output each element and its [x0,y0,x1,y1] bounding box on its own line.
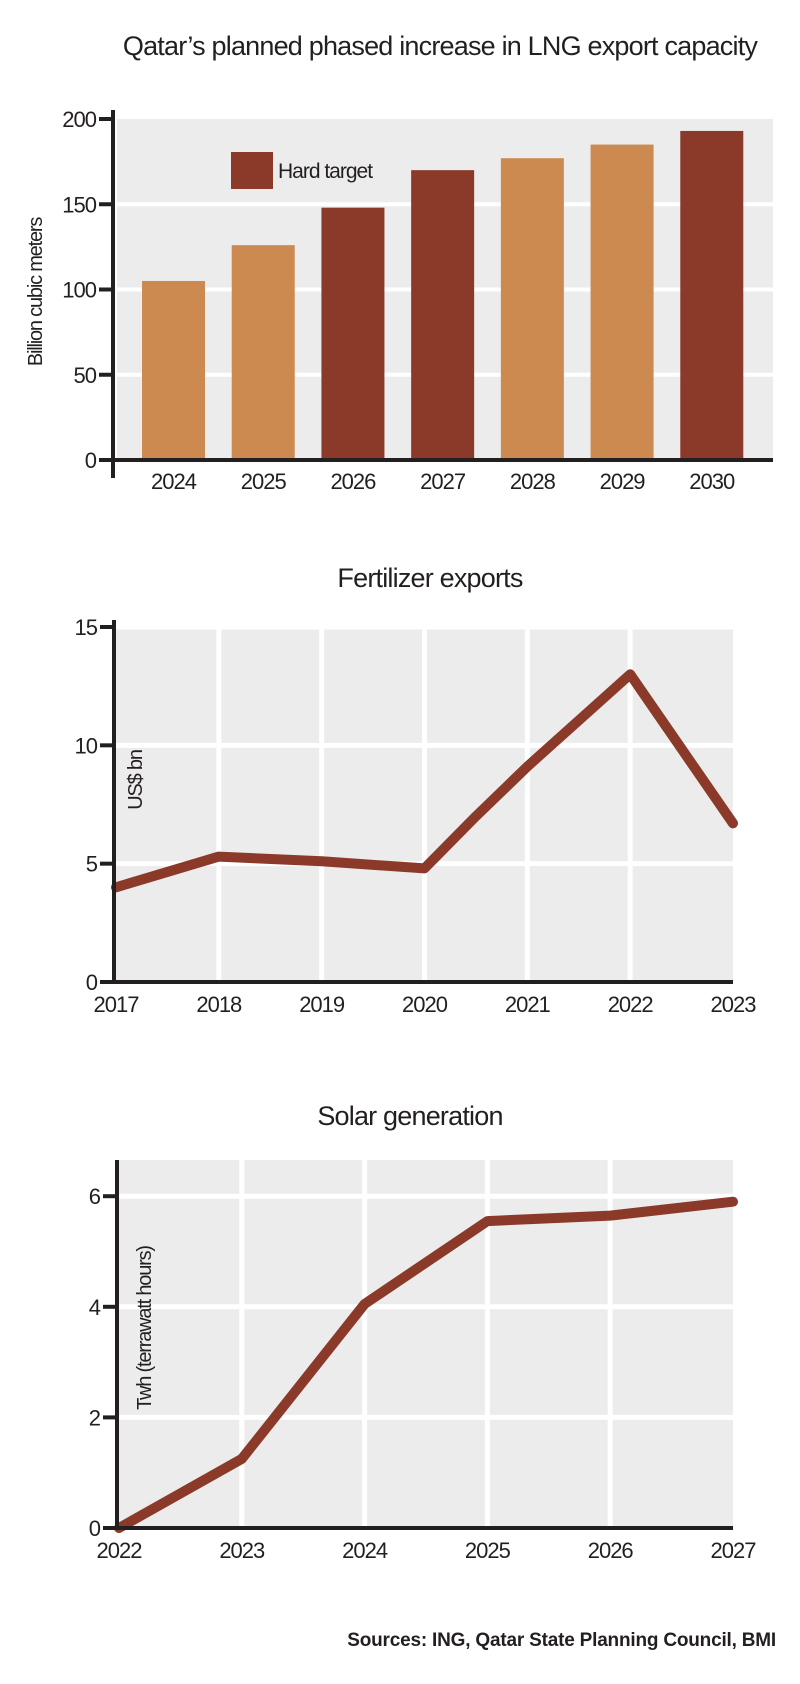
bar-2029 [590,144,654,460]
fertilizer-exports-chart: Fertilizer exports US$ bn 0 5 10 15 2017 2018 2… [75,563,758,1017]
x-tick-label-2024: 2024 [151,469,197,494]
y-tick-label-100: 100 [62,278,96,303]
fertilizer-x-tick-label-2017: 2017 [94,992,140,1017]
fertilizer-x-tick-label-2021: 2021 [505,992,551,1017]
solar-x-tick-label-2024: 2024 [342,1538,388,1563]
fertilizer-x-tick-label-2019: 2019 [299,992,345,1017]
lng-legend: Hard target [231,152,374,189]
x-tick-label-2025: 2025 [241,469,287,494]
bar-2027 [411,170,475,460]
fertilizer-y-tick-label-15: 15 [75,615,98,640]
lng-capacity-chart: Qatar’s planned phased increase in LNG e… [25,31,773,494]
solar-x-tick-label-2025: 2025 [465,1538,511,1563]
sources-note: Sources: ING, Qatar State Planning Counc… [347,1630,776,1651]
solar-generation-chart: Solar generation Twh (terrawatt hours)02… [89,1101,757,1563]
solar-x-tick-label-2027: 2027 [711,1538,757,1563]
bar-2024 [142,280,205,460]
solar-y-tick-label-2: 2 [89,1405,101,1430]
x-tick-label-2029: 2029 [600,469,646,494]
solar-x-tick-label-2023: 2023 [219,1538,265,1563]
legend-swatch-hard-target [231,152,273,189]
solar-y-tick-label-0: 0 [89,1516,101,1541]
bar-2028 [500,158,564,460]
solar-series-line [114,1196,738,1533]
x-tick-label-2027: 2027 [420,469,466,494]
fertilizer-y-tick-label-10: 10 [75,733,98,758]
fertilizer-x-tick-label-2023: 2023 [711,992,757,1017]
solar-chart-title: Solar generation [317,1101,502,1131]
bar-2025 [231,245,295,460]
fertilizer-series-line [111,669,738,893]
fertilizer-chart-title: Fertilizer exports [337,563,522,593]
fertilizer-y-tick-label-0: 0 [86,970,98,995]
solar-y-tick-label-6: 6 [89,1184,101,1209]
solar-x-tick-label-2022: 2022 [97,1538,143,1563]
y-tick-label-200: 200 [62,107,96,132]
solar-x-tick-label-2026: 2026 [588,1538,634,1563]
lng-chart-title: Qatar’s planned phased increase in LNG e… [123,31,759,61]
solar-y-axis-label: Twh (terrawatt hours) [134,1246,156,1410]
legend-label-hard-target: Hard target [278,160,373,183]
x-tick-label-2028: 2028 [510,469,556,494]
x-tick-label-2026: 2026 [330,469,376,494]
fertilizer-y-tick-label-5: 5 [86,852,98,877]
fertilizer-x-tick-label-2020: 2020 [402,992,448,1017]
y-tick-label-50: 50 [74,363,97,388]
fertilizer-x-tick-label-2022: 2022 [608,992,654,1017]
solar-y-tick-label-4: 4 [89,1295,101,1320]
bar-2030 [680,130,744,460]
fertilizer-x-tick-label-2018: 2018 [196,992,242,1017]
x-tick-label-2030: 2030 [689,469,735,494]
bar-2026 [321,207,385,460]
fertilizer-y-axis-label: US$ bn [125,750,147,810]
y-tick-label-150: 150 [62,192,96,217]
y-tick-label-0: 0 [85,448,97,473]
lng-y-axis-label: Billion cubic meters [25,217,47,366]
